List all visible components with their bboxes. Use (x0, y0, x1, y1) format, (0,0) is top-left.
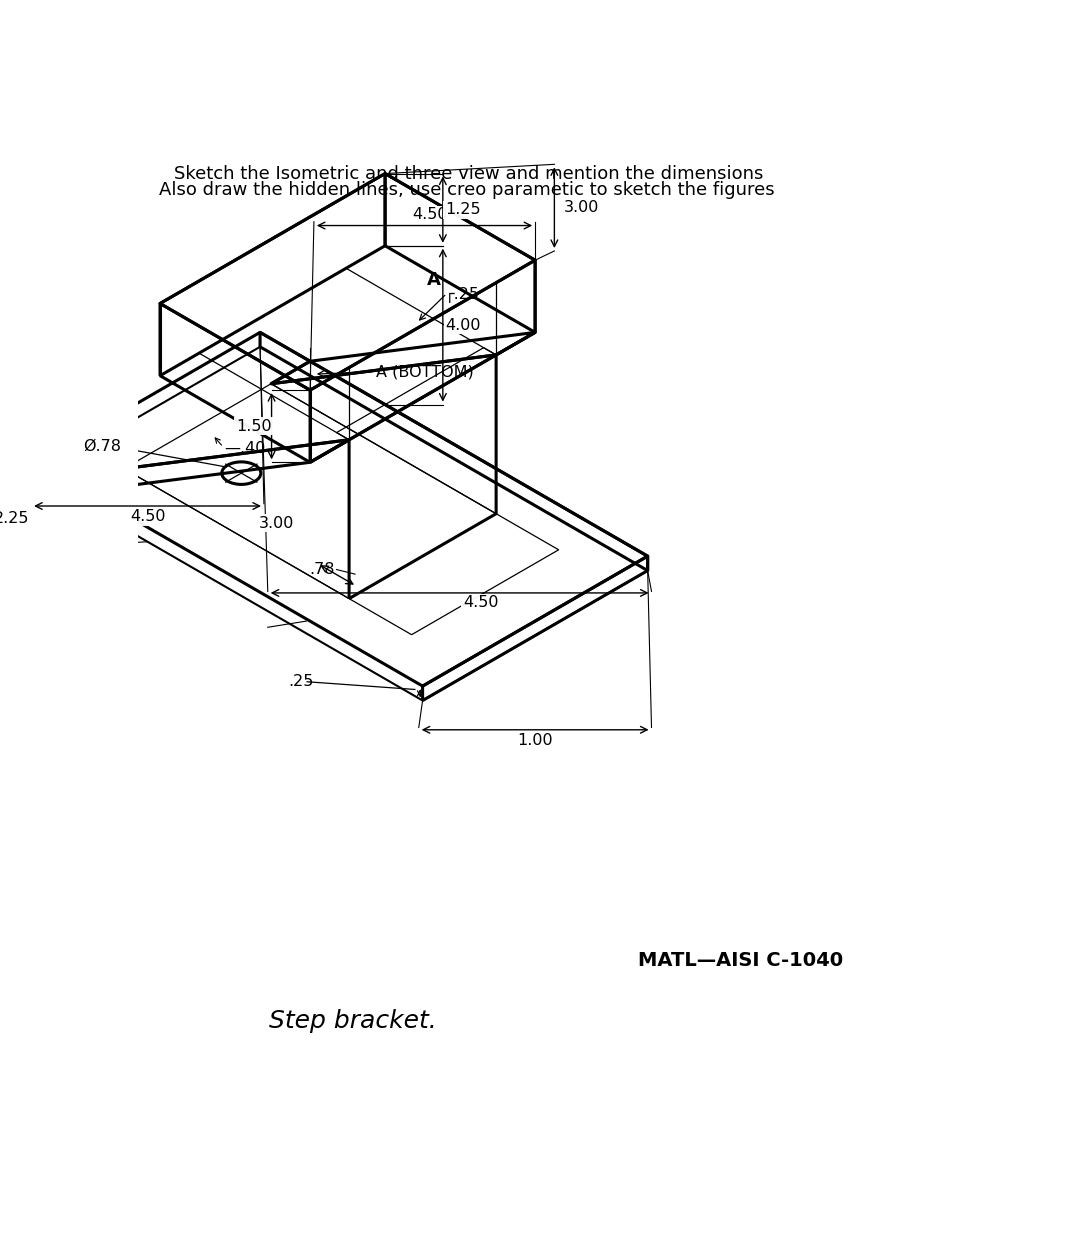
Text: 4.00: 4.00 (445, 318, 481, 333)
Text: 2.25: 2.25 (0, 511, 29, 526)
Text: 3.00: 3.00 (564, 200, 599, 215)
Text: ┌.25: ┌.25 (445, 287, 481, 303)
Text: .78: .78 (310, 562, 335, 576)
Text: 4.50: 4.50 (130, 510, 165, 524)
Text: —.40: —.40 (225, 442, 266, 456)
Text: A (BOTTOM): A (BOTTOM) (376, 365, 473, 380)
Text: 3.00: 3.00 (258, 516, 294, 531)
Text: Sketch the Isometric and three view and mention the dimensions: Sketch the Isometric and three view and … (174, 166, 764, 183)
Text: .25: .25 (288, 674, 313, 689)
Text: Step bracket.: Step bracket. (269, 1008, 436, 1033)
Text: 4.50: 4.50 (413, 208, 448, 223)
Text: MATL—AISI C-1040: MATL—AISI C-1040 (638, 951, 843, 970)
Text: 1.25: 1.25 (445, 202, 481, 218)
Text: 1.50: 1.50 (237, 418, 272, 434)
Text: Also draw the hidden lines, use creo parametic to sketch the figures: Also draw the hidden lines, use creo par… (159, 181, 774, 199)
Text: A: A (427, 271, 441, 288)
Text: Ø.78: Ø.78 (83, 439, 121, 454)
Text: 1.00: 1.00 (517, 734, 553, 748)
Text: 4.50: 4.50 (463, 595, 499, 610)
